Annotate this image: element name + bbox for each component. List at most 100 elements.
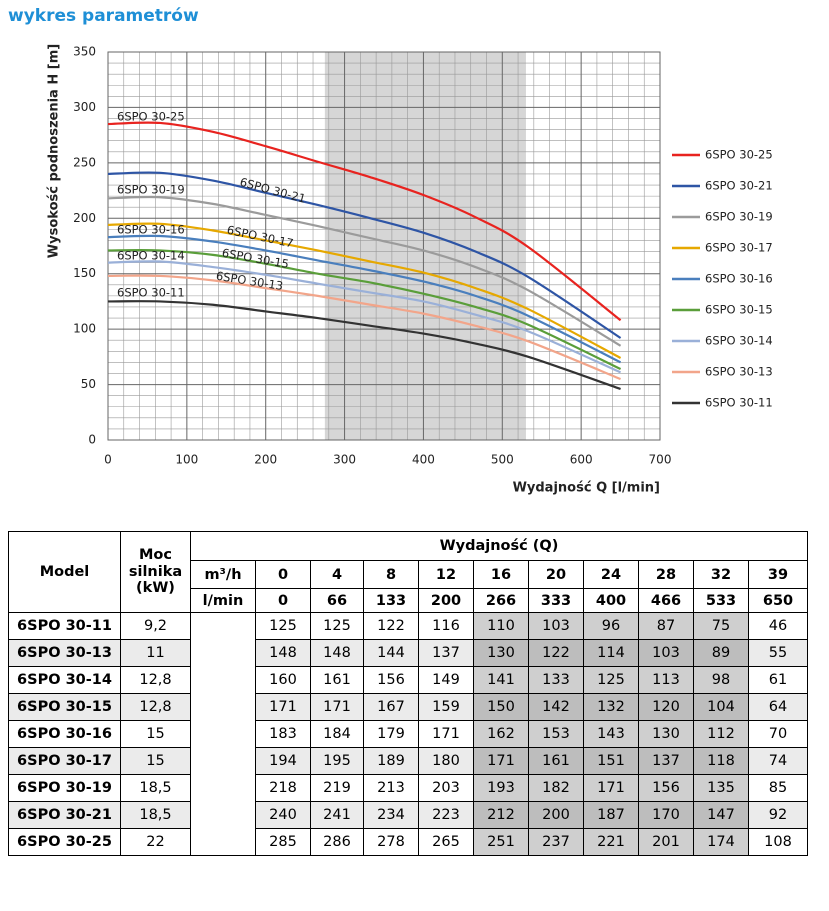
model-cell: 6SPO 30-21 [8,801,121,829]
value-cell: 142 [528,693,584,721]
y-tick-label: 350 [73,45,96,59]
header-cell: 533 [693,588,749,613]
chart: 0 100 200 300 400 500 600 700 0 50 100 150 200 250 300… [47,44,773,496]
value-cell: 219 [310,774,364,802]
x-axis-label: Wydajność Q [l/min] [513,481,660,496]
legend-label: 6SPO 30-15 [705,303,773,317]
x-tick-label: 400 [412,453,435,467]
value-cell: 96 [583,612,639,640]
value-cell: 160 [255,666,311,694]
value-cell: 150 [473,693,529,721]
header-cell: 32 [693,560,749,589]
value-cell: 223 [418,801,474,829]
value-cell: 194 [255,747,311,775]
value-cell: 148 [310,639,364,667]
value-cell: 182 [528,774,584,802]
plot-border [107,51,661,441]
header-cell: 333 [528,588,584,613]
value-cell: 171 [255,693,311,721]
value-cell: 141 [473,666,529,694]
value-cell: 61 [748,666,808,694]
header-cell: 8 [363,560,419,589]
table-row: 6SPO 30-19 18,5 218 219 213 203 193 182 171 156 13… [8,774,808,802]
value-cell: 278 [363,828,419,856]
series-line [107,171,622,339]
value-cell: 148 [255,639,311,667]
legend-label: 6SPO 30-17 [705,241,773,255]
y-tick-label: 0 [88,433,96,447]
header-cell: 266 [473,588,529,613]
series-line [107,222,622,359]
table-row: Model Moc silnika (kW) Wydajność (Q) [8,531,808,613]
value-cell: 130 [638,720,694,748]
model-cell: 6SPO 30-25 [8,828,121,856]
value-cell: 114 [583,639,639,667]
value-cell: 132 [583,693,639,721]
value-cell: 237 [528,828,584,856]
series-line [107,260,622,374]
value-cell: 98 [693,666,749,694]
legend-label: 6SPO 30-13 [705,365,773,379]
value-cell: 85 [748,774,808,802]
power-cell: 12,8 [120,693,191,721]
model-cell: 6SPO 30-17 [8,747,121,775]
value-cell: 103 [638,639,694,667]
value-cell: 189 [363,747,419,775]
header-cell: 24 [583,560,639,589]
model-cell: 6SPO 30-14 [8,666,121,694]
header-cell: Wydajność (Q) [190,531,808,561]
x-tick-label: 0 [104,453,112,467]
value-cell: 89 [693,639,749,667]
value-cell: 171 [473,747,529,775]
curve-label: 6SPO 30-14 [117,249,185,263]
header-cell: 0 [255,560,311,589]
power-cell: 18,5 [120,801,191,829]
table-row: 6SPO 30-17 15 194 195 189 180 171 161 151 137 118 7… [8,747,808,775]
value-cell: 201 [638,828,694,856]
value-cell: 103 [528,612,584,640]
page-title: wykres parametrów [8,6,199,26]
value-cell: 143 [583,720,639,748]
table-row: 6SPO 30-25 22 285 286 278 265 251 237 221 201 174 1… [8,828,808,856]
value-cell: 161 [528,747,584,775]
value-cell: 112 [693,720,749,748]
blank-cell [190,612,256,856]
value-cell: 55 [748,639,808,667]
value-cell: 285 [255,828,311,856]
table-row: 6SPO 30-13 11 148 148 144 137 130 122 114 103 89 55 [8,639,808,667]
header-cell: 12 [418,560,474,589]
value-cell: 110 [473,612,529,640]
header-cell: 4 [310,560,364,589]
value-cell: 212 [473,801,529,829]
model-cell: 6SPO 30-11 [8,612,121,640]
x-tick-label: 300 [333,453,356,467]
header-cell: 39 [748,560,808,589]
value-cell: 171 [310,693,364,721]
y-tick-label: 200 [73,211,96,225]
value-cell: 193 [473,774,529,802]
series-line [107,121,622,322]
legend-label: 6SPO 30-19 [705,210,773,224]
table-row: 6SPO 30-21 18,5 240 241 234 223 212 200 187 170 14… [8,801,808,829]
value-cell: 130 [473,639,529,667]
series-line [107,195,622,347]
value-cell: 218 [255,774,311,802]
value-cell: 187 [583,801,639,829]
x-tick-label: 100 [175,453,198,467]
value-cell: 200 [528,801,584,829]
header-cell: 466 [638,588,694,613]
model-cell: 6SPO 30-16 [8,720,121,748]
value-cell: 240 [255,801,311,829]
y-tick-label: 300 [73,100,96,114]
x-tick-label: 700 [649,453,672,467]
legend-label: 6SPO 30-25 [705,148,773,162]
data-table: Model Moc silnika (kW) Wydajność (Q) m³/h 0 4… [8,531,808,856]
value-cell: 74 [748,747,808,775]
table-row: 6SPO 30-14 12,8 160 161 156 149 141 133 125 113 98… [8,666,808,694]
legend-label: 6SPO 30-21 [705,179,773,193]
header-cell: 650 [748,588,808,613]
value-cell: 92 [748,801,808,829]
unit-cell: m³/h [190,560,256,589]
value-cell: 122 [528,639,584,667]
value-cell: 265 [418,828,474,856]
